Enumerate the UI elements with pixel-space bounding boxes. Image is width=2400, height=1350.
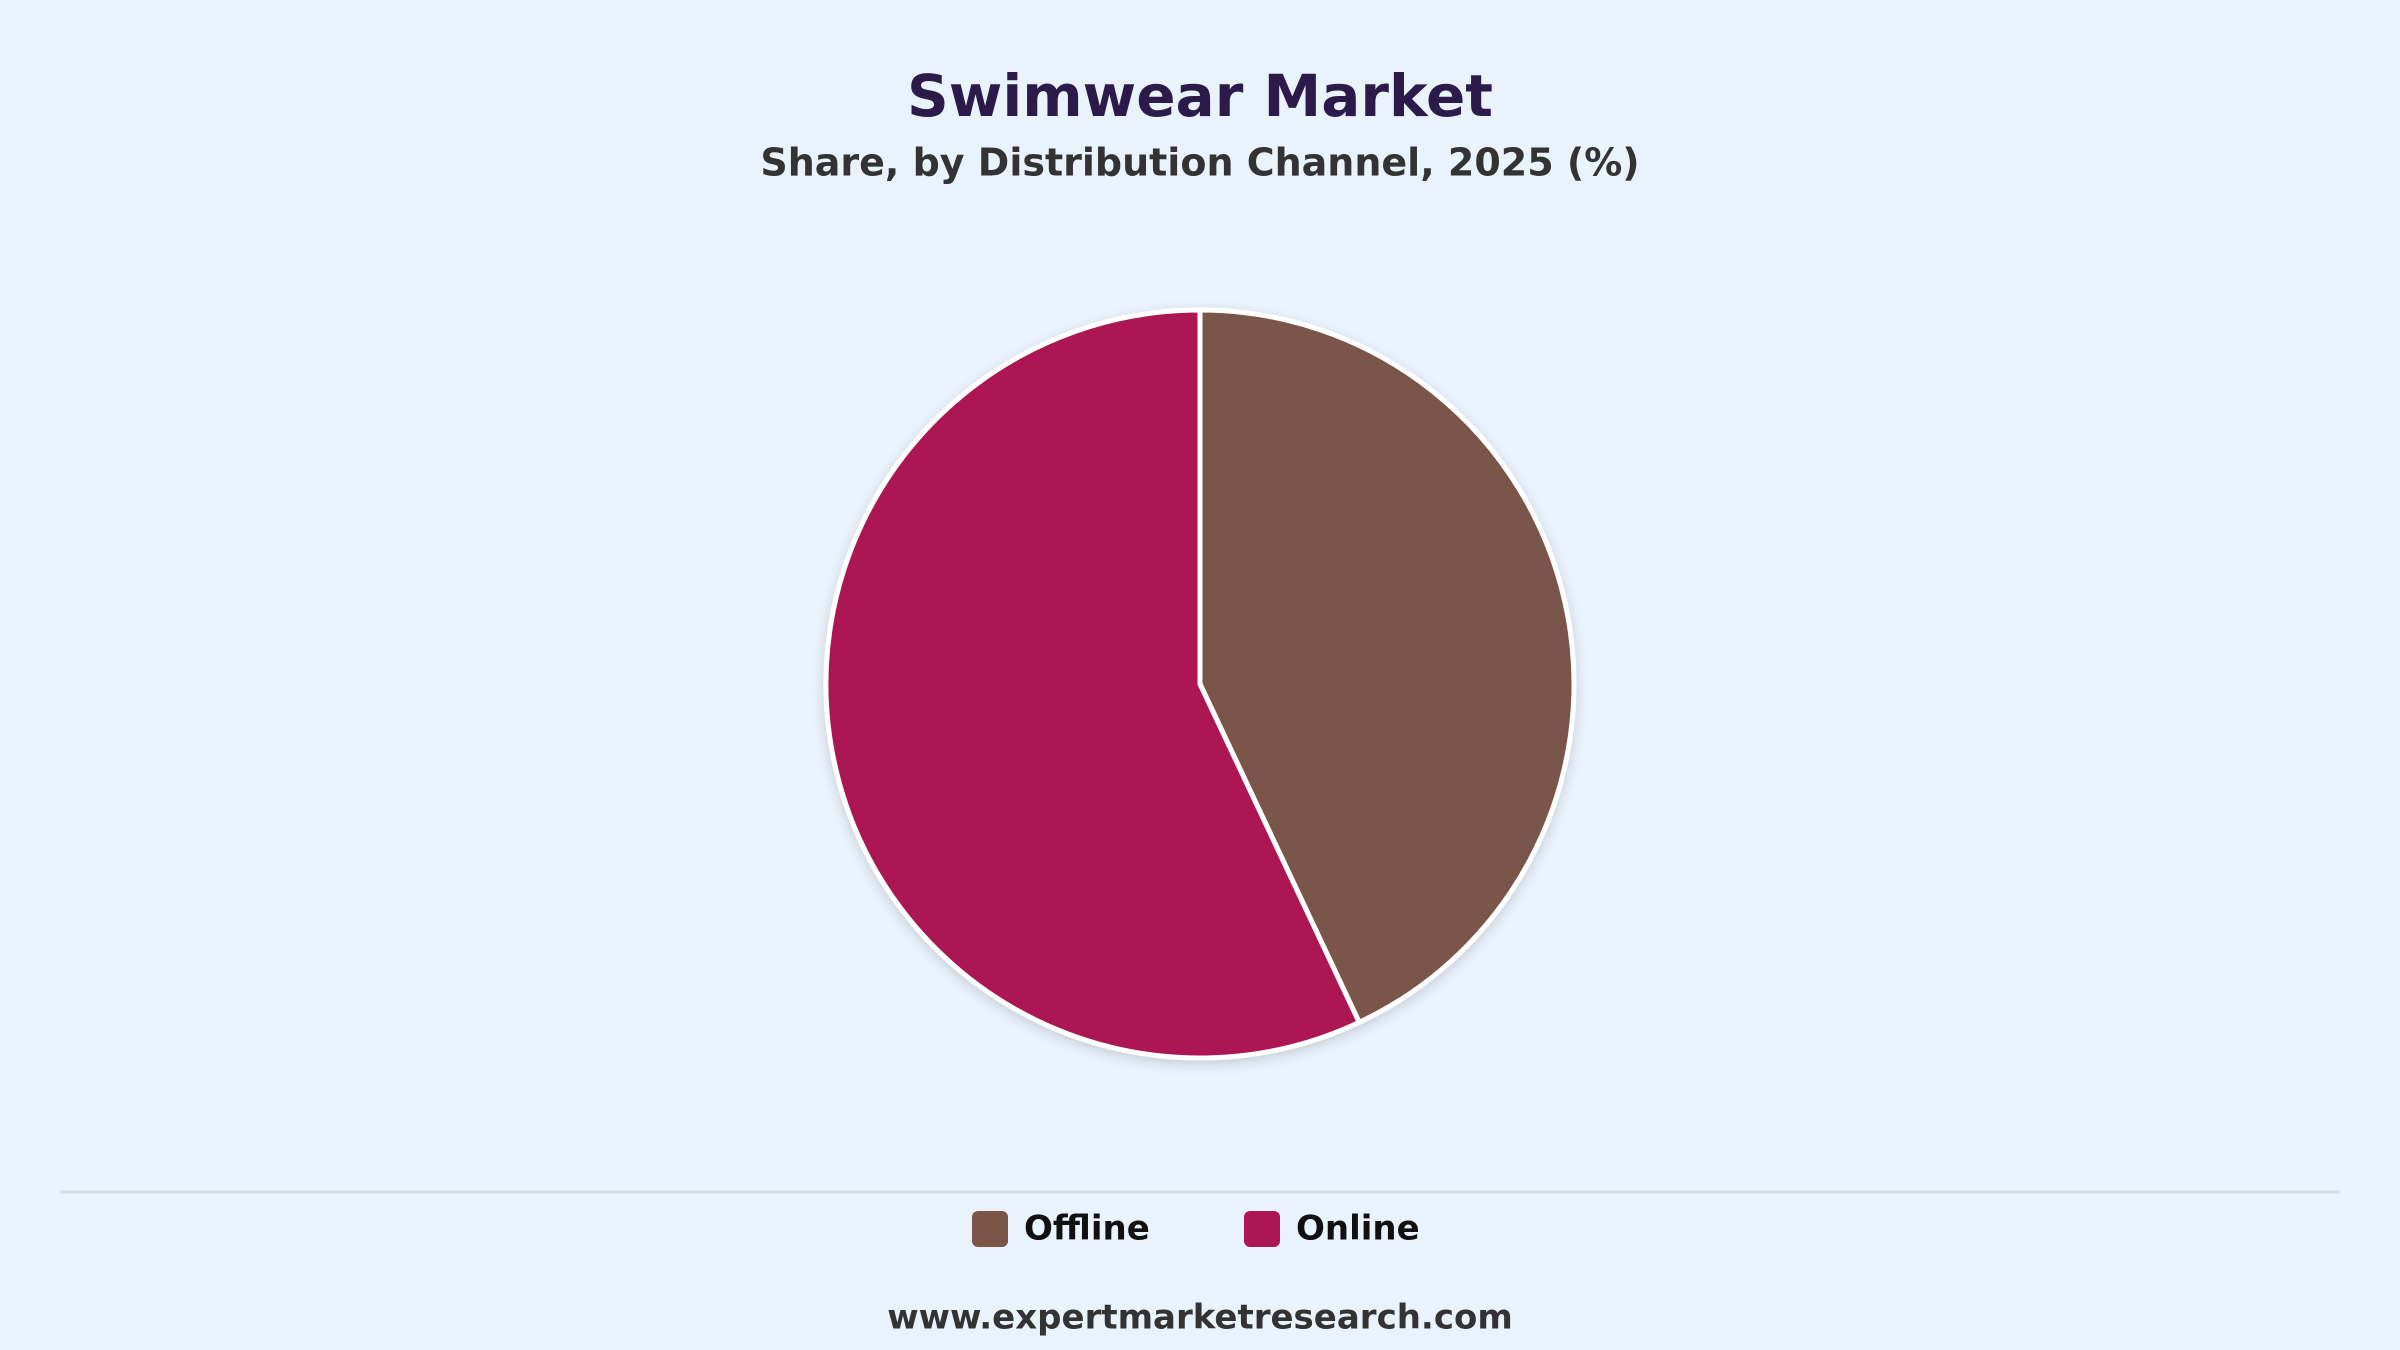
chart-subtitle: Share, by Distribution Channel, 2025 (%) (760, 141, 1639, 185)
pie-slice (823, 307, 1362, 1061)
legend: Offline Online (972, 1209, 1420, 1249)
legend-label: Online (1296, 1209, 1420, 1249)
chart-title: Swimwear Market (907, 62, 1493, 130)
pie-slice (1197, 307, 1577, 1025)
source: www.expertmarketresearch.com (887, 1298, 1513, 1338)
pie (823, 307, 1577, 1061)
legend-swatch (1244, 1211, 1280, 1247)
legend-swatch (972, 1211, 1008, 1247)
legend-label: Offline (1024, 1209, 1150, 1249)
